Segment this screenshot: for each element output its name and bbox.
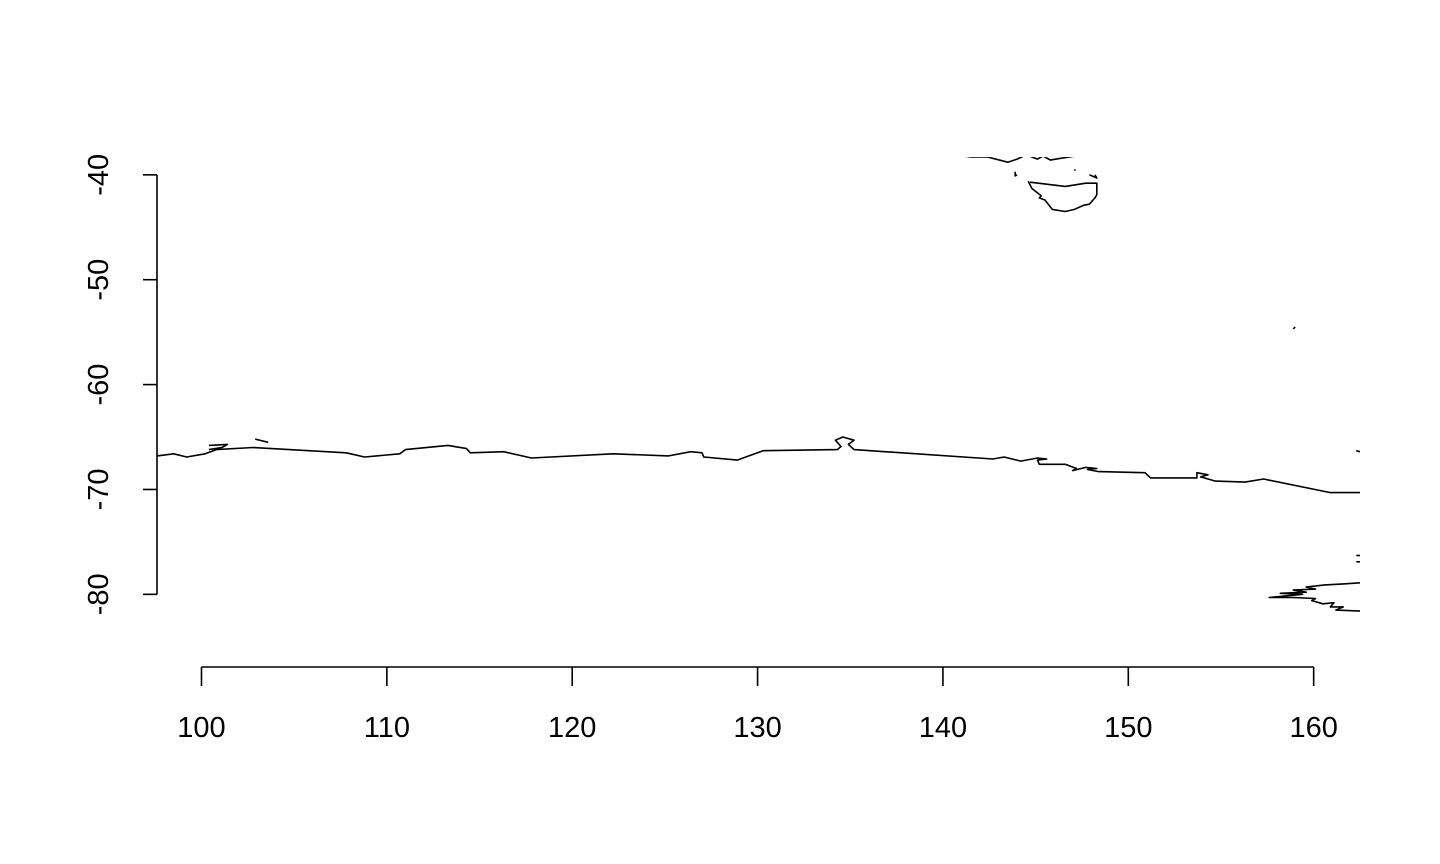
y-tick-label: -70 xyxy=(83,469,115,511)
antarctic-coastline-line xyxy=(157,436,1360,494)
x-tick-label: 110 xyxy=(364,712,410,744)
macquarie-island-line xyxy=(1292,326,1296,330)
small-islands-line xyxy=(255,438,269,444)
bass-strait-islet-line xyxy=(1073,169,1077,172)
tasmania-line xyxy=(1027,180,1098,213)
west-antarctic-shelf-line xyxy=(208,443,229,451)
ross-sea-coast-line xyxy=(1268,582,1360,612)
australia-south-coast-line xyxy=(965,157,1075,163)
x-axis: 100 110 120 130 140 150 160 xyxy=(177,666,1338,744)
x-tick-label: 150 xyxy=(1104,712,1152,744)
x-tick-label: 140 xyxy=(919,712,967,744)
y-axis: -40 -50 -60 -70 -80 xyxy=(83,154,158,615)
x-tick-label: 160 xyxy=(1289,712,1337,744)
y-tick-label: -50 xyxy=(83,259,115,301)
flinders-island-line xyxy=(1089,174,1098,179)
balleny-islands-line xyxy=(1356,449,1360,453)
x-tick-label: 130 xyxy=(733,712,781,744)
x-tick-label: 120 xyxy=(548,712,596,744)
x-tick-label: 100 xyxy=(177,712,225,744)
y-tick-label: -80 xyxy=(83,573,115,615)
y-tick-label: -60 xyxy=(83,364,115,406)
king-island-line xyxy=(1014,171,1018,177)
map-features xyxy=(157,157,1360,612)
y-tick-label: -40 xyxy=(83,154,115,196)
